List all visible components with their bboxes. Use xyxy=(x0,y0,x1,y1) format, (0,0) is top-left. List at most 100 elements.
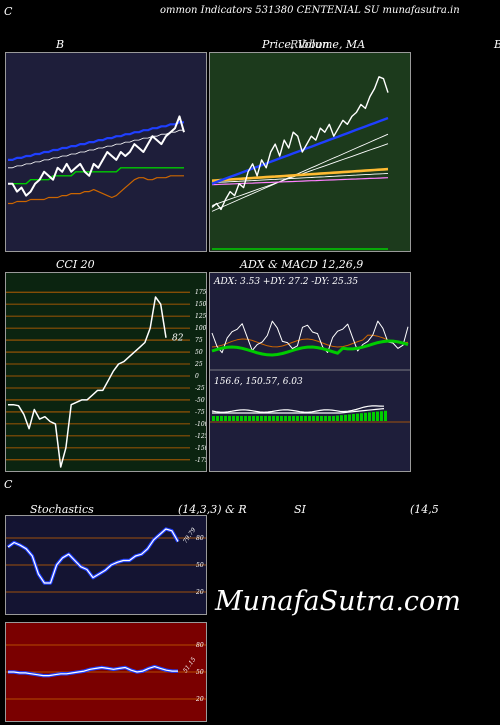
macd-histogram-bar xyxy=(224,416,227,421)
rsi-tick-label: 80 xyxy=(196,642,204,649)
cci-tick-label: -175 xyxy=(195,457,206,464)
cci-last-value: 82 xyxy=(172,334,184,344)
macd-histogram-bar xyxy=(328,416,331,421)
macd-signal-line xyxy=(212,408,385,414)
macd-histogram-bar xyxy=(384,410,387,421)
macd-histogram-bar xyxy=(220,416,223,421)
macd-histogram-bar xyxy=(292,416,295,421)
rsi-tick-label: 20 xyxy=(195,696,204,703)
cci-panel: 175 150 125 100 75 50 25 0 -25 -50 -75 -100 -125 -150… xyxy=(5,272,207,472)
macd-histogram-bar xyxy=(372,412,375,421)
macd-histogram-bar xyxy=(212,416,215,421)
stoch-tick-label: 80 xyxy=(196,535,204,542)
price-ribbon-orange xyxy=(211,167,389,182)
rsi-si: SI xyxy=(294,503,306,516)
macd-histogram-bar xyxy=(272,416,275,421)
cci-tick-label: -125 xyxy=(195,433,206,440)
cci-title: CCI 20 xyxy=(56,258,95,271)
stoch-params: (14,3,3) & R xyxy=(178,503,247,516)
macd-histogram-bar xyxy=(308,416,311,421)
bb-title: B xyxy=(56,38,65,51)
stoch-main-line xyxy=(7,528,179,584)
cci-tick-label: 0 xyxy=(195,373,199,380)
macd-histogram-bar xyxy=(216,416,219,421)
cci-tick-label: -25 xyxy=(195,385,205,392)
bb-price-line xyxy=(8,115,185,197)
bb-panel xyxy=(5,52,207,252)
adx-plus-di xyxy=(211,339,409,357)
rsi-panel: 80 50 20 51.15 xyxy=(5,622,207,722)
bb-lower-band xyxy=(8,175,184,205)
price-ma-short xyxy=(211,116,389,185)
macd-histogram-bar xyxy=(316,416,319,421)
price-ribbon-white xyxy=(211,172,389,184)
macd-histogram-bar xyxy=(320,416,323,421)
macd-histogram-bar xyxy=(288,416,291,421)
price-ma-long xyxy=(211,133,389,212)
macd-histogram-bar xyxy=(280,416,283,421)
header-left-letter: C xyxy=(4,5,13,18)
macd-histogram-bar xyxy=(356,413,359,421)
rsi-params: (14,5 xyxy=(410,503,439,516)
macd-histogram-bar xyxy=(260,416,263,421)
price-line xyxy=(211,76,389,211)
macd-histogram-bar xyxy=(332,416,335,421)
price-panel xyxy=(209,52,411,252)
macd-histogram-bar xyxy=(324,416,327,421)
macd-histogram-bar xyxy=(340,415,343,421)
macd-histogram-bar xyxy=(268,416,271,421)
macd-histogram-bar xyxy=(244,416,247,421)
rsi-main-line xyxy=(8,665,178,677)
cci-tick-label: 125 xyxy=(195,313,206,320)
cci-chart: 175 150 125 100 75 50 25 0 -25 -50 -75 -100 -125 -150… xyxy=(6,289,206,468)
cci-tick-label: -50 xyxy=(195,397,205,404)
macd-histogram-bar xyxy=(296,416,299,421)
stoch-panel: 80 50 20 79.79 xyxy=(5,515,207,615)
macd-histogram-bar xyxy=(364,412,367,421)
macd-histogram-bar xyxy=(368,412,371,421)
macd-histogram-bar xyxy=(300,416,303,421)
macd-histogram-bar xyxy=(348,414,351,421)
stoch-title: Stochastics xyxy=(30,503,94,516)
cci-line xyxy=(8,296,167,468)
macd-histogram-bar xyxy=(228,416,231,421)
cci-tick-label: 50 xyxy=(195,349,203,356)
bb-middle-edge xyxy=(8,129,184,169)
bb-upper-band xyxy=(8,167,184,185)
bb-chart xyxy=(8,115,185,205)
price-title: Price, Volume, MA xyxy=(262,38,366,51)
stoch-tick-label: 50 xyxy=(196,562,204,569)
watermark-brand: MunafaSutra.com xyxy=(215,586,461,617)
macd-histogram-bar xyxy=(248,416,251,421)
cci-tick-label: 100 xyxy=(195,325,206,332)
cci-tick-label: -100 xyxy=(195,421,206,428)
macd-histogram-bar xyxy=(336,415,339,421)
macd-histogram-bar xyxy=(352,414,355,421)
bb-middle-band xyxy=(8,121,184,162)
macd-values-label: 156.6, 150.57, 6.03 xyxy=(214,377,303,387)
rsi-tick-label: 50 xyxy=(196,669,204,676)
macd-histogram-bar xyxy=(344,414,347,421)
cci-tick-label: 25 xyxy=(194,361,203,368)
cci-tick-label: -75 xyxy=(195,409,205,416)
cci-tick-label: 150 xyxy=(195,301,206,308)
cci-tick-label: -150 xyxy=(195,445,206,452)
adx-chart: ADX: 3.53 +DY: 27.2 -DY: 25.35 156.6, 15… xyxy=(210,277,410,423)
cci-tick-label: 75 xyxy=(195,337,203,344)
right-edge-letter: B xyxy=(494,38,500,51)
adx-line xyxy=(211,320,409,354)
macd-histogram-bar xyxy=(276,416,279,421)
macd-histogram-bar xyxy=(304,416,307,421)
macd-line xyxy=(211,405,385,413)
stoch-tick-label: 20 xyxy=(195,589,204,596)
header-title: ommon Indicators 531380 CENTENIAL SU mun… xyxy=(160,5,460,16)
macd-histogram-bar xyxy=(284,416,287,421)
macd-histogram-bar xyxy=(264,416,267,421)
macd-histogram-bar xyxy=(232,416,235,421)
adx-panel: ADX: 3.53 +DY: 27.2 -DY: 25.35 156.6, 15… xyxy=(209,272,411,472)
macd-histogram-bar xyxy=(376,411,379,421)
adx-values-label: ADX: 3.53 +DY: 27.2 -DY: 25.35 xyxy=(213,277,358,287)
macd-histogram-bar xyxy=(256,416,259,421)
